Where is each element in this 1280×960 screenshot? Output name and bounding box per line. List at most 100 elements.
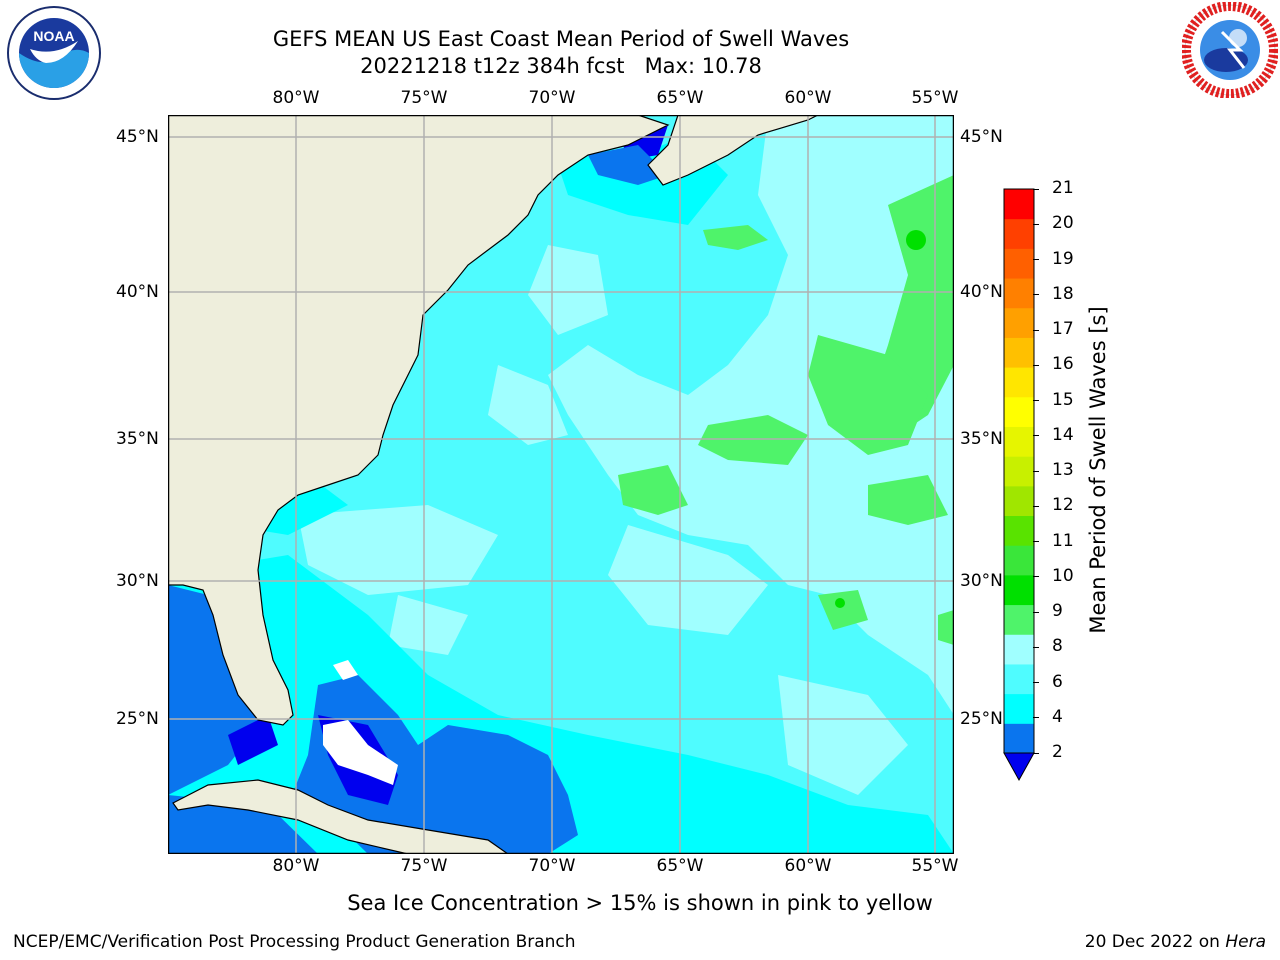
noaa-logo-text: NOAA bbox=[33, 28, 74, 44]
lat-label-left: 35°N bbox=[116, 429, 159, 449]
colorbar-segment bbox=[1004, 248, 1034, 279]
colorbar-segment bbox=[1004, 396, 1034, 427]
colorbar-tick bbox=[1033, 329, 1039, 331]
nws-logo bbox=[1182, 2, 1278, 98]
colorbar-segment bbox=[1004, 663, 1034, 695]
lon-label-top: 75°W bbox=[400, 88, 448, 108]
colorbar-segment bbox=[1004, 604, 1034, 635]
contour-9-10 bbox=[818, 590, 868, 630]
colorbar-segment bbox=[1004, 545, 1034, 576]
lat-label-right: 35°N bbox=[960, 429, 1003, 449]
lon-label-top: 70°W bbox=[528, 88, 576, 108]
lat-label-left: 30°N bbox=[116, 571, 159, 591]
chart-subtitle: 20221218 t12z 384h fcst Max: 10.78 bbox=[360, 54, 762, 78]
colorbar-tick bbox=[1033, 470, 1039, 472]
lat-label-right: 25°N bbox=[960, 709, 1003, 729]
colorbar-segment bbox=[1004, 574, 1034, 606]
colorbar-tick-label: 12 bbox=[1052, 495, 1074, 516]
contour-9-10 bbox=[698, 415, 808, 465]
colorbar-tick-label: 15 bbox=[1052, 389, 1074, 410]
lat-label-left: 45°N bbox=[116, 127, 159, 147]
contour-8-9 bbox=[388, 595, 468, 655]
colorbar-tick-label: 20 bbox=[1052, 213, 1074, 234]
contour-2-4 bbox=[168, 795, 318, 854]
lon-label-top: 60°W bbox=[784, 88, 832, 108]
lat-label-right: 45°N bbox=[960, 127, 1003, 147]
swell-period-map bbox=[168, 115, 954, 854]
colorbar-tick-label: 2 bbox=[1052, 742, 1063, 762]
lon-label-top: 80°W bbox=[272, 88, 320, 108]
colorbar-segment bbox=[1004, 337, 1034, 368]
contour-8-9 bbox=[528, 245, 608, 335]
contour-8-9 bbox=[488, 365, 568, 445]
colorbar-segment bbox=[1004, 693, 1034, 724]
colorbar bbox=[1003, 188, 1035, 782]
contour-10-11 bbox=[906, 230, 926, 250]
colorbar-title: Mean Period of Swell Waves [s] bbox=[1086, 306, 1110, 634]
lon-label-bottom: 60°W bbox=[784, 856, 832, 876]
colorbar-tick bbox=[1033, 541, 1039, 542]
graticule bbox=[168, 115, 954, 854]
contour-2-4 bbox=[588, 145, 668, 185]
colorbar-tick bbox=[1033, 646, 1039, 648]
map-frame bbox=[168, 115, 954, 854]
colorbar-tick-label: 4 bbox=[1052, 706, 1063, 727]
contour-9-10 bbox=[938, 610, 954, 645]
colorbar-segment bbox=[1004, 367, 1034, 398]
colorbar-segment bbox=[1004, 634, 1034, 665]
colorbar-tick bbox=[1033, 505, 1039, 507]
colorbar-segment bbox=[1004, 307, 1034, 338]
lon-label-bottom: 65°W bbox=[656, 856, 704, 876]
colorbar-segment bbox=[1004, 515, 1034, 546]
lat-label-right: 40°N bbox=[960, 282, 1003, 302]
contour-9-10 bbox=[808, 335, 928, 455]
colorbar-tick-label: 10 bbox=[1052, 565, 1074, 586]
land-nova-scotia bbox=[647, 115, 819, 186]
lon-label-bottom: 70°W bbox=[528, 856, 576, 876]
colorbar-tick-label: 11 bbox=[1052, 530, 1074, 551]
colorbar-tick-label: 18 bbox=[1052, 283, 1074, 304]
colorbar-tick bbox=[1033, 294, 1039, 296]
colorbar-segment bbox=[1004, 189, 1034, 220]
colorbar-segment bbox=[1004, 218, 1034, 249]
host-label: Hera bbox=[1225, 932, 1266, 952]
lat-label-right: 30°N bbox=[960, 571, 1003, 591]
colorbar-segment bbox=[1004, 456, 1034, 487]
contour-10-11 bbox=[835, 598, 845, 608]
colorbar-tick-label: 21 bbox=[1052, 178, 1074, 198]
colorbar-tick bbox=[1033, 611, 1039, 613]
colorbar-tick-label: 19 bbox=[1052, 248, 1074, 269]
colorbar-tick bbox=[1033, 188, 1039, 190]
contour-8-9 bbox=[778, 675, 908, 795]
contour-8-9 bbox=[548, 115, 954, 715]
no-data-area bbox=[333, 660, 358, 680]
colorbar-tick-label: 6 bbox=[1052, 671, 1063, 692]
colorbar-tick bbox=[1033, 752, 1039, 754]
colorbar-tick bbox=[1033, 364, 1039, 366]
date-text: 20 Dec 2022 on Hera bbox=[1085, 932, 1266, 952]
colorbar-under-arrow bbox=[1003, 752, 1035, 782]
colorbar-tick-label: 9 bbox=[1052, 601, 1063, 621]
lon-label-bottom: 55°W bbox=[911, 856, 959, 876]
sea-ice-note: Sea Ice Concentration > 15% is shown in … bbox=[347, 891, 933, 915]
colorbar-tick bbox=[1033, 259, 1039, 260]
colorbar-tick-label: 16 bbox=[1052, 354, 1074, 375]
contour-8-9 bbox=[298, 505, 498, 595]
contour-8-9 bbox=[608, 525, 768, 635]
colorbar-tick bbox=[1033, 682, 1039, 683]
colorbar-segment bbox=[1004, 485, 1034, 517]
contour-below-2 bbox=[228, 715, 278, 765]
land-north-america bbox=[168, 115, 670, 726]
colorbar-segment bbox=[1004, 426, 1034, 457]
colorbar-tick bbox=[1033, 400, 1039, 401]
lon-label-bottom: 80°W bbox=[272, 856, 320, 876]
lon-label-top: 65°W bbox=[656, 88, 704, 108]
date-label: 20 Dec 2022 on bbox=[1084, 932, 1220, 952]
chart-title: GEFS MEAN US East Coast Mean Period of S… bbox=[272, 27, 850, 51]
lon-label-bottom: 75°W bbox=[400, 856, 448, 876]
colorbar-segment bbox=[1004, 278, 1034, 309]
colorbar-tick-label: 8 bbox=[1052, 636, 1063, 657]
lat-label-left: 40°N bbox=[116, 282, 159, 302]
contour-9-10 bbox=[703, 225, 768, 250]
colorbar-tick-label: 13 bbox=[1052, 460, 1074, 480]
